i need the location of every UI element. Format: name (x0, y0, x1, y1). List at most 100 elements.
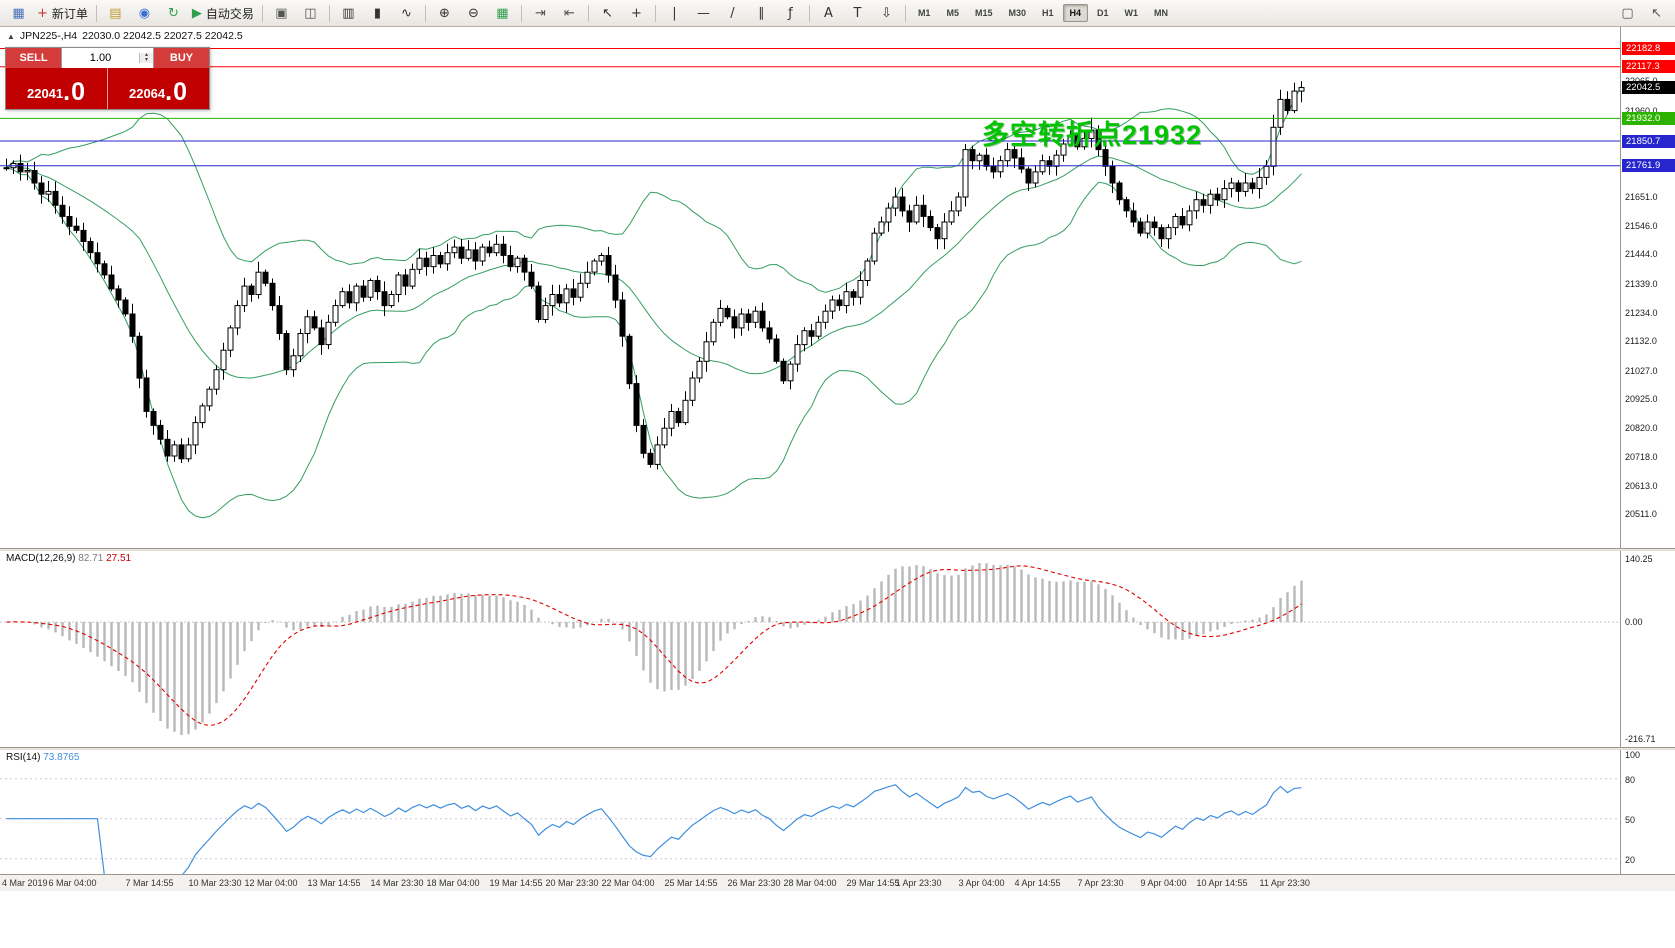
time-label: 7 Mar 14:55 (125, 878, 174, 888)
profiles-icon-glyph: ▤ (109, 5, 122, 21)
zoom-in-icon-glyph: ⊕ (438, 5, 450, 21)
vertical-line-icon-glyph: | (672, 5, 677, 21)
rsi-line (6, 784, 1302, 874)
axis-tick: -216.71 (1625, 734, 1656, 744)
timeframe-h1[interactable]: H1 (1042, 8, 1054, 18)
price-tick: 20820.0 (1625, 423, 1658, 434)
volume-down-button[interactable]: ▾ (140, 57, 153, 63)
line-chart-icon[interactable]: ∿ (392, 2, 421, 25)
trade-widget-header-row: SELL ▴ ▾ BUY (6, 48, 209, 68)
panel-separator[interactable] (0, 548, 1675, 551)
trendline-icon[interactable]: / (718, 2, 747, 25)
time-axis[interactable]: 4 Mar 2019 6 Mar 04:00 7 Mar 14:55 10 Mar 2… (0, 874, 1675, 891)
auto-scroll-icon[interactable]: ⇥ (526, 2, 555, 25)
candlestick-chart-icon-glyph: ▮ (373, 5, 382, 21)
time-label: 14 Mar 23:30 (370, 878, 424, 888)
buy-price-button[interactable]: 22064.0 (108, 68, 209, 109)
panel-separator[interactable] (0, 747, 1675, 750)
toolbar-separator (328, 4, 330, 22)
horizontal-line-icon[interactable]: — (689, 2, 718, 25)
bar-chart-icon[interactable]: ▥ (334, 2, 363, 25)
one-click-collapse-toggle[interactable]: ▲ (7, 31, 15, 41)
cursor-icon[interactable]: ↖ (593, 2, 622, 25)
axis-tick: 140.25 (1625, 554, 1653, 564)
timeframe-d1[interactable]: D1 (1097, 8, 1109, 18)
price-chart-canvas[interactable] (0, 27, 1620, 548)
time-label: 28 Mar 04:00 (783, 878, 837, 888)
horizontal-price-lines[interactable] (0, 48, 1620, 167)
new-window-icon-glyph: ▣ (275, 5, 288, 21)
timeframe-m5[interactable]: M5 (946, 8, 959, 18)
price-tick: 21132.0 (1625, 336, 1657, 347)
volume-input[interactable] (62, 51, 139, 65)
text-label-icon[interactable]: T (843, 2, 872, 25)
arrows-icon[interactable]: ⇩ (872, 2, 901, 25)
crosshair-icon[interactable]: + (622, 2, 651, 25)
timeframe-m1[interactable]: M1 (917, 8, 931, 18)
time-label: 10 Mar 23:30 (188, 878, 242, 888)
fibonacci-icon[interactable]: ƒ (776, 2, 805, 25)
current-price-badge: 22042.5 (1622, 81, 1675, 95)
axis-tick: 80 (1625, 774, 1636, 785)
price-chart-panel[interactable]: ▲ JPN225-,H4 22030.0 22042.5 22027.5 220… (0, 27, 1675, 548)
trendline-icon-glyph: / (730, 5, 735, 21)
time-label: 4 Mar 2019 (2, 878, 48, 888)
time-label: 26 Mar 23:30 (727, 878, 781, 888)
bollinger-bands (6, 85, 1302, 519)
chart-shift-icon[interactable]: ⇤ (555, 2, 584, 25)
sell-price-button[interactable]: 22041.0 (6, 68, 108, 109)
time-label: 3 Apr 04:00 (958, 878, 1005, 888)
new-chart-icon[interactable]: ▦ (4, 2, 33, 25)
chart-info-line: ▲ JPN225-,H4 22030.0 22042.5 22027.5 220… (7, 30, 243, 42)
buy-price-main: 22064 (128, 86, 166, 101)
timeframe-m15[interactable]: M15 (974, 8, 993, 18)
price-level-badge: 21761.9 (1622, 159, 1675, 173)
indicators-icon[interactable]: ▦ (488, 2, 517, 25)
profiles-icon[interactable]: ▤ (101, 2, 130, 25)
text-icon[interactable]: A (814, 2, 843, 25)
autotrading-button[interactable]: ▶ 自动交易 (188, 2, 258, 25)
candlestick-chart-icon[interactable]: ▮ (363, 2, 392, 25)
one-click-trading-widget: SELL ▴ ▾ BUY 22041.0 22064.0 (5, 47, 210, 110)
macd-name: MACD(12,26,9) (6, 553, 76, 564)
toolbar-separator (424, 4, 426, 22)
vertical-line-icon[interactable]: | (660, 2, 689, 25)
time-label: 6 Mar 04:00 (48, 878, 97, 888)
timeframe-w1[interactable]: W1 (1124, 8, 1139, 18)
sell-button[interactable]: SELL (6, 48, 61, 68)
timeframe-h4[interactable]: H4 (1062, 4, 1089, 22)
refresh-icon[interactable]: ↻ (159, 2, 188, 25)
chart-ohlc-values: 22030.0 22042.5 22027.5 22042.5 (82, 30, 243, 42)
market-watch-icon[interactable]: ◉ (130, 2, 159, 25)
macd-panel[interactable]: MACD(12,26,9) 82.71 27.51 140.25 0.00 -216… (0, 551, 1675, 747)
rsi-panel[interactable]: RSI(14) 73.8765 100 80 50 20 (0, 750, 1675, 874)
timeframe-m30[interactable]: M30 (1008, 8, 1026, 18)
new-chart-icon-glyph: ▦ (12, 5, 25, 21)
time-label: 9 Apr 04:00 (1140, 878, 1187, 888)
time-label: 10 Apr 14:55 (1196, 878, 1248, 888)
window-cascade-icon[interactable]: ◫ (296, 2, 325, 25)
zoom-in-icon[interactable]: ⊕ (430, 2, 459, 25)
price-axis[interactable]: 22170.022065.021960.021651.021546.021444… (1620, 27, 1675, 548)
price-tick: 21546.0 (1625, 220, 1658, 231)
data-window-icon: ▢ (1621, 5, 1634, 21)
timeframe-mn[interactable]: MN (1154, 8, 1169, 18)
new-order-button[interactable]: + 新订单 (33, 2, 92, 25)
new-window-icon[interactable]: ▣ (267, 2, 296, 25)
trade-widget-price-row: 22041.0 22064.0 (6, 68, 209, 109)
time-label: 29 Mar 14:55 (846, 878, 900, 888)
pointer-icon[interactable]: ↖ (1642, 2, 1671, 25)
time-label: 25 Mar 14:55 (664, 878, 718, 888)
data-window-icon[interactable]: ▢ (1613, 2, 1642, 25)
rsi-axis: 100 80 50 20 (1620, 750, 1675, 874)
auto-scroll-icon-glyph: ⇥ (534, 5, 546, 21)
line-chart-icon-glyph: ∿ (400, 5, 412, 21)
buy-button[interactable]: BUY (154, 48, 209, 68)
market-watch-icon-glyph: ◉ (138, 5, 151, 21)
text-label-icon-glyph: T (853, 5, 862, 21)
time-label: 20 Mar 23:30 (545, 878, 599, 888)
zoom-out-icon[interactable]: ⊖ (459, 2, 488, 25)
volume-up-button[interactable]: ▴ (140, 52, 153, 58)
equidistant-channel-icon[interactable]: ∥ (747, 2, 776, 25)
